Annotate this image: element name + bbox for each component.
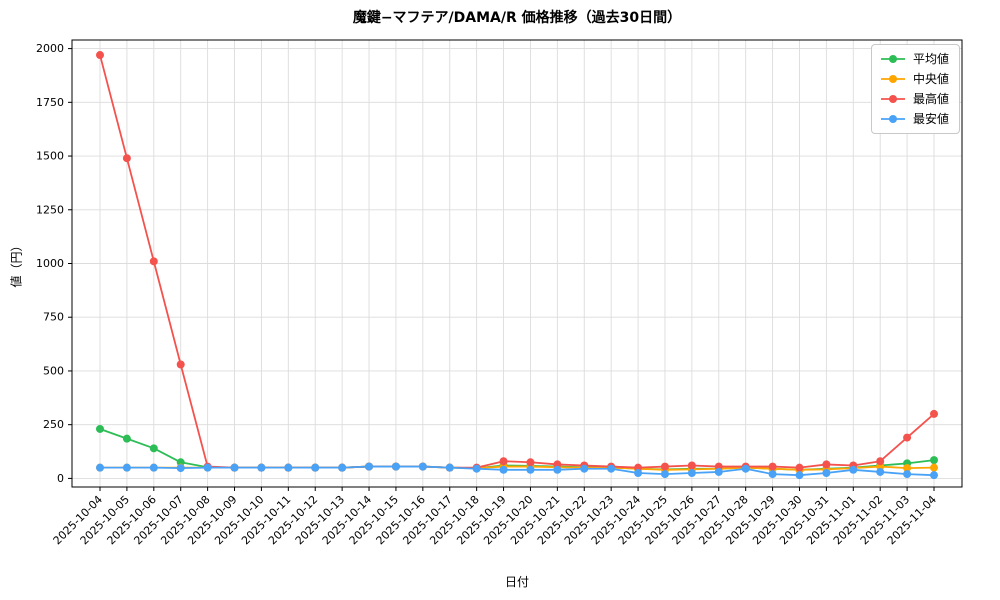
y-tick-label: 500	[43, 364, 64, 377]
data-point-max	[795, 463, 804, 472]
data-point-min	[311, 463, 320, 472]
data-point-min	[687, 469, 696, 478]
data-point-min	[930, 471, 938, 480]
data-point-max	[903, 433, 912, 442]
data-point-average	[122, 434, 131, 443]
legend-marker-max-icon	[880, 95, 905, 103]
data-point-min	[176, 464, 185, 473]
data-point-max	[122, 154, 131, 163]
y-tick-label: 1750	[36, 96, 64, 109]
data-point-min	[499, 465, 508, 474]
chart-title: 魔鍵−マフテア/DAMA/R 価格推移（過去30日間）	[352, 10, 682, 26]
data-point-min	[795, 471, 804, 480]
data-point-max	[876, 457, 885, 466]
legend-label-median: 中央値	[912, 72, 949, 86]
y-tick-label: 1500	[36, 150, 64, 163]
data-point-max	[660, 462, 669, 471]
data-point-min	[876, 467, 885, 476]
data-point-min	[903, 470, 912, 479]
data-point-average	[149, 444, 158, 453]
data-point-min	[768, 470, 777, 479]
data-point-average	[96, 424, 104, 433]
data-point-min	[553, 465, 562, 474]
legend-label-max: 最高値	[912, 92, 949, 106]
data-point-min	[284, 463, 293, 472]
legend-item-median: 中央値	[880, 71, 949, 87]
y-tick-label: 750	[43, 311, 64, 324]
data-point-min	[96, 463, 104, 472]
data-point-min	[445, 463, 454, 472]
data-point-min	[365, 462, 374, 471]
y-tick-label: 2000	[36, 42, 64, 55]
data-point-median	[903, 464, 912, 473]
data-point-max	[930, 409, 938, 418]
data-point-min	[714, 467, 723, 476]
data-point-max	[768, 462, 777, 471]
data-point-min	[418, 462, 427, 471]
legend-marker-min-icon	[880, 115, 905, 123]
data-point-max	[687, 461, 696, 470]
y-tick-label: 250	[43, 418, 64, 431]
data-point-max	[96, 51, 104, 60]
data-point-min	[526, 465, 535, 474]
data-point-max	[149, 257, 158, 266]
data-point-max	[499, 457, 508, 466]
data-point-min	[472, 464, 481, 473]
data-point-min	[607, 464, 616, 473]
series-line-min	[100, 465, 935, 477]
data-point-min	[391, 462, 400, 471]
data-point-max	[822, 460, 831, 469]
legend-item-max: 最高値	[880, 91, 949, 107]
y-axis-label: 値（円）	[9, 239, 24, 288]
y-tick-label: 0	[57, 472, 64, 485]
legend: 平均値中央値最高値最安値	[870, 44, 960, 134]
legend-item-average: 平均値	[880, 51, 949, 67]
data-point-median	[930, 463, 938, 472]
data-point-min	[203, 463, 212, 472]
data-point-min	[230, 463, 239, 472]
data-point-min	[338, 463, 347, 472]
data-point-average	[930, 456, 938, 465]
y-tick-label: 1250	[36, 203, 64, 216]
legend-label-average: 平均値	[912, 52, 949, 66]
data-point-min	[849, 465, 858, 474]
data-point-min	[741, 464, 750, 473]
legend-marker-median-icon	[880, 75, 905, 83]
y-tick-label: 1000	[36, 257, 64, 270]
data-point-min	[634, 469, 643, 478]
x-axis-label: 日付	[504, 575, 529, 589]
legend-item-min: 最安値	[880, 111, 949, 127]
data-point-min	[580, 464, 589, 473]
data-point-max	[176, 360, 185, 369]
series-line-max	[99, 54, 935, 469]
data-point-min	[822, 469, 831, 478]
data-point-max	[526, 458, 535, 467]
data-point-min	[660, 470, 669, 479]
legend-label-min: 最安値	[912, 112, 949, 126]
series-line-average	[99, 428, 935, 471]
data-point-min	[257, 463, 266, 472]
data-point-min	[122, 463, 131, 472]
data-point-min	[149, 463, 158, 472]
legend-marker-average-icon	[880, 55, 905, 63]
